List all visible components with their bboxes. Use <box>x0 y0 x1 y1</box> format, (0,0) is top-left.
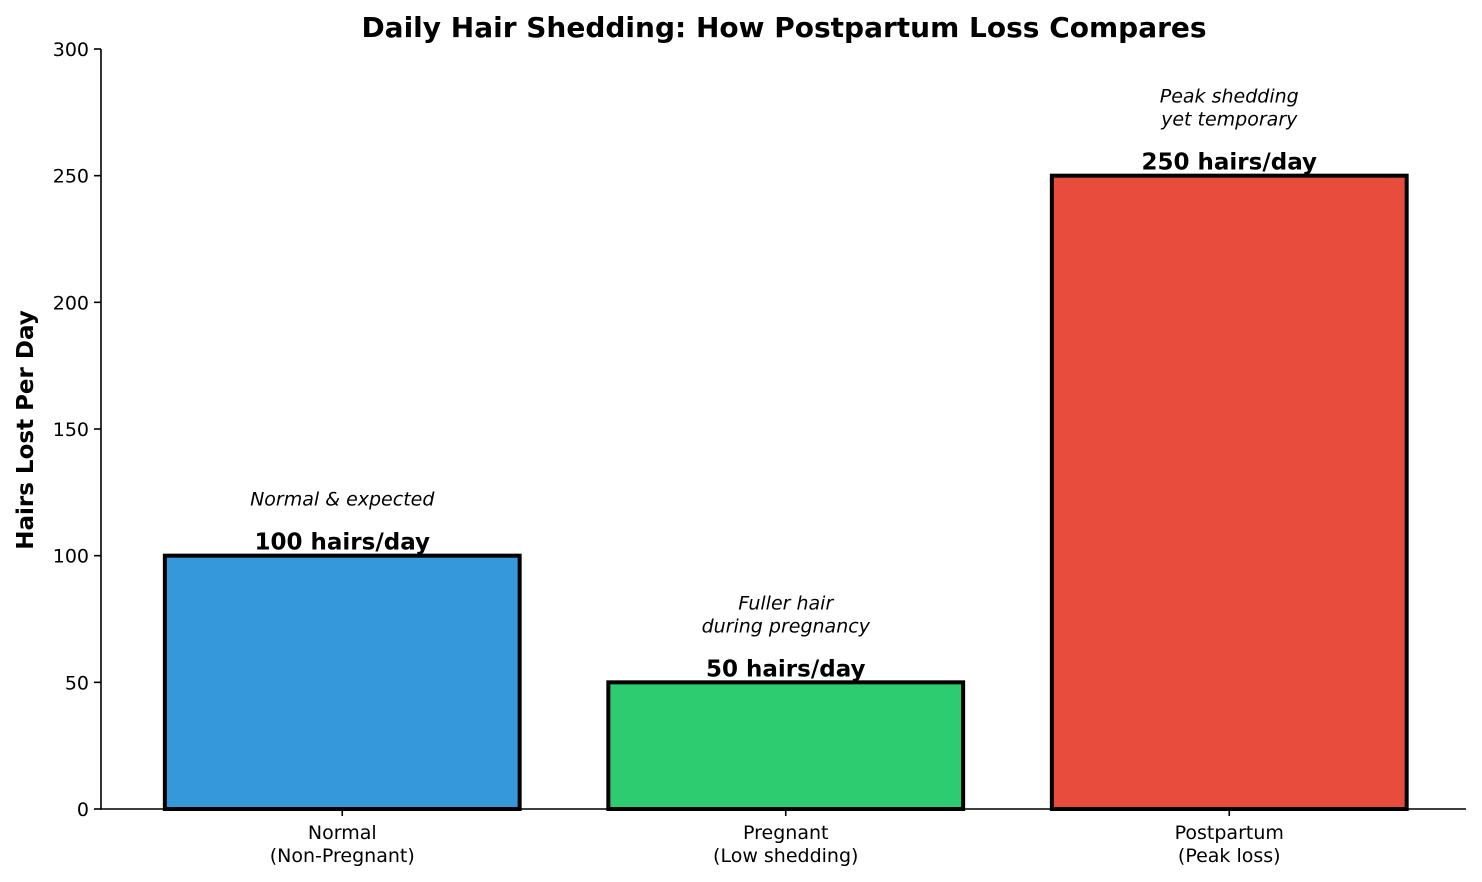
y-axis-label: Hairs Lost Per Day <box>13 310 39 550</box>
x-tick-label: Pregnant <box>743 822 828 844</box>
bar-postpartum <box>1049 173 1409 811</box>
x-tick-label: (Peak loss) <box>1178 845 1281 867</box>
chart-title: Daily Hair Shedding: How Postpartum Loss… <box>361 11 1206 44</box>
bar-annotation: Normal & expected <box>250 489 435 511</box>
bar-normal <box>162 553 522 812</box>
y-tick-label: 150 <box>53 419 89 441</box>
plot-area: 0 50 100 150 200 250 300 100 hairs/day Normal & … <box>53 39 1466 867</box>
bar-value-label: 50 hairs/day <box>706 656 866 682</box>
x-tick-label: (Non-Pregnant) <box>270 845 415 867</box>
x-tick-label: Normal <box>308 822 377 844</box>
bar-value-label: 250 hairs/day <box>1142 150 1318 176</box>
x-tick-label: Postpartum <box>1175 822 1284 844</box>
y-tick-label: 50 <box>65 672 89 694</box>
y-tick-label: 250 <box>53 166 89 188</box>
bar-annotation: yet temporary <box>1160 109 1298 131</box>
bar-value-label: 100 hairs/day <box>255 530 431 556</box>
bar-annotation: Fuller hair <box>738 592 834 614</box>
y-tick-label: 0 <box>77 799 89 821</box>
x-tick-label: (Low shedding) <box>713 845 858 867</box>
bar-pregnant <box>606 680 966 811</box>
y-tick-label: 100 <box>53 546 89 568</box>
y-tick-label: 300 <box>53 39 89 61</box>
bar-annotation: during pregnancy <box>702 615 871 637</box>
y-tick-label: 200 <box>53 292 89 314</box>
bar-annotation: Peak shedding <box>1160 86 1299 108</box>
